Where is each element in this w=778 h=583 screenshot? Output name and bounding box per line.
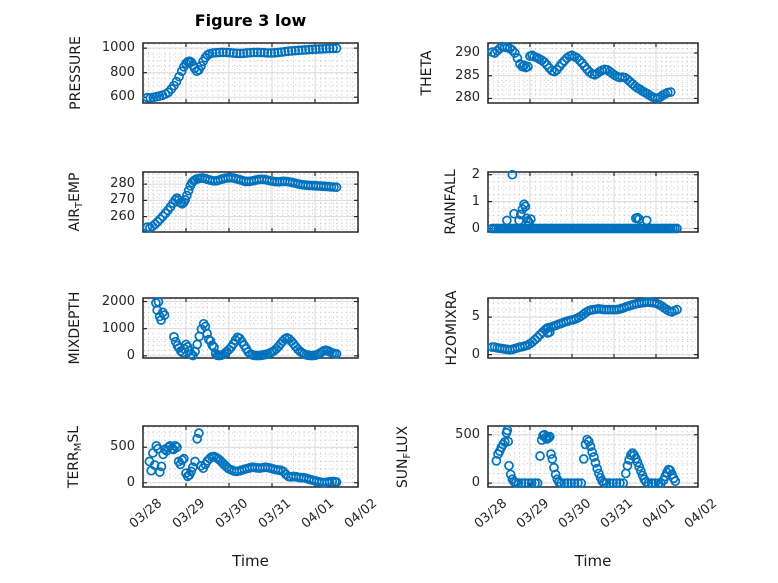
- scatter-series-sun_flux: [491, 425, 681, 488]
- subplot-pressure: [142, 42, 359, 104]
- subplot-theta: [487, 41, 699, 104]
- scatter-series-rainfall: [487, 169, 682, 234]
- y-tick-label: 280: [455, 90, 480, 106]
- subplot-air_temp: [142, 171, 359, 233]
- x-tick-label: 03/30: [212, 496, 251, 532]
- y-tick-label: 600: [110, 89, 135, 105]
- x-tick-label: 03/30: [555, 496, 594, 532]
- y-tick-label: 0: [471, 346, 480, 362]
- x-tick-label: 04/02: [341, 496, 380, 532]
- x-axis-label-right: Time: [574, 552, 612, 570]
- y-tick-label: 290: [455, 45, 480, 60]
- y-tick-label: 0: [471, 220, 480, 236]
- y-tick-label: 2000: [101, 293, 135, 309]
- y-tick-label: 500: [455, 426, 480, 442]
- axes-box: [142, 171, 359, 233]
- x-tick-label: 03/31: [597, 496, 636, 532]
- x-tick-label: 04/01: [639, 496, 678, 532]
- y-tick-label: 5: [471, 309, 480, 325]
- y-tick-label: 1000: [101, 320, 135, 336]
- y-tick-label: 260: [110, 208, 135, 224]
- axes-box: [487, 425, 699, 488]
- y-tick-label: 800: [110, 64, 135, 80]
- subplot-terr_msl: [142, 425, 359, 488]
- x-tick-label: 03/29: [513, 496, 552, 532]
- y-tick-label: 280: [110, 176, 135, 192]
- y-tick-label: 1: [471, 193, 480, 209]
- y-tick-label: 0: [126, 347, 135, 363]
- y-tick-label: 285: [455, 67, 480, 83]
- y-tick-label: 500: [110, 439, 135, 455]
- x-tick-label: 03/28: [471, 496, 510, 532]
- x-tick-label: 03/31: [255, 496, 294, 532]
- y-axis-label-theta: THETA: [419, 50, 435, 96]
- scatter-series-theta: [487, 41, 676, 104]
- y-tick-label: 1000: [101, 40, 135, 56]
- x-tick-label: 04/02: [681, 496, 720, 532]
- scatter-series-terr_msl: [144, 428, 342, 488]
- y-tick-label: 0: [471, 475, 480, 491]
- figure-title: Figure 3 low: [194, 11, 307, 30]
- axes-box: [487, 42, 699, 104]
- subplot-mixdepth: [142, 296, 359, 361]
- y-axis-label-terr_msl: TERRMSL: [66, 425, 84, 488]
- y-axis-label-h2omixra: H2OMIXRA: [444, 290, 460, 366]
- y-tick-label: 2: [471, 166, 480, 182]
- y-tick-label: 270: [110, 192, 135, 208]
- x-axis-label-left: Time: [232, 552, 269, 570]
- x-tick-label: 03/29: [169, 496, 208, 532]
- scatter-series-pressure: [142, 43, 342, 103]
- subplot-sun_flux: [487, 425, 699, 488]
- subplot-h2omixra: [487, 297, 699, 359]
- subplot-rainfall: [487, 169, 699, 234]
- tick-marks: [487, 43, 699, 103]
- scatter-series-h2omixra: [487, 297, 682, 355]
- axes-box: [142, 425, 359, 488]
- tick-marks: [487, 298, 699, 358]
- x-tick-label: 03/28: [126, 496, 165, 532]
- axes-box: [487, 297, 699, 359]
- scatter-series-air_temp: [142, 172, 342, 233]
- x-tick-label: 04/01: [298, 496, 337, 532]
- y-tick-label: 0: [126, 474, 135, 490]
- scatter-series-mixdepth: [151, 296, 342, 361]
- y-axis-label-sun_flux: SUNFLUX: [395, 425, 413, 488]
